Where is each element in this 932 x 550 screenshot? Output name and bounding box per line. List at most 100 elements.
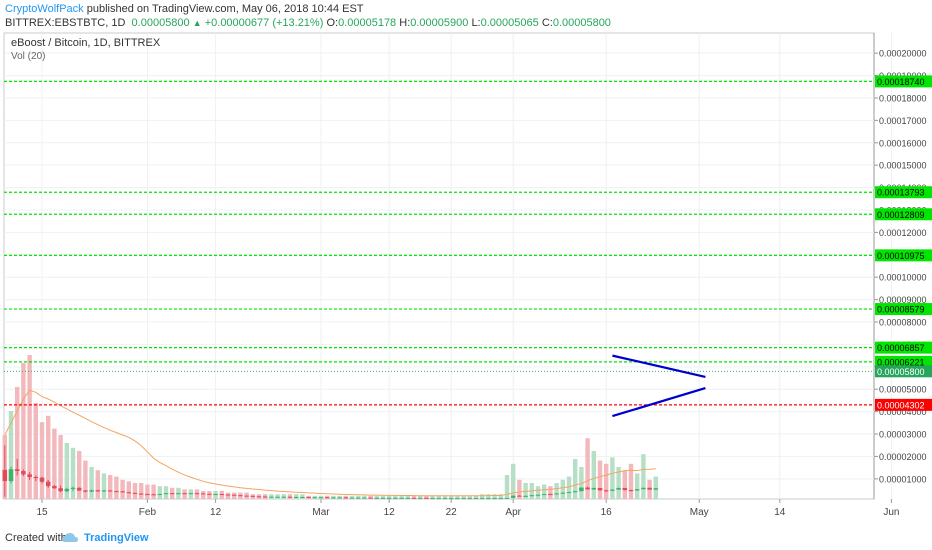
candle-body (101, 490, 107, 492)
volume-bar (616, 467, 621, 499)
candle-body (355, 497, 361, 499)
volume-bar (157, 486, 162, 499)
candle-body (64, 488, 70, 492)
candle-body (163, 493, 169, 495)
candle-body (591, 488, 597, 490)
y-tick-label: 0.00016000 (879, 138, 927, 148)
candle-body (207, 493, 212, 495)
volume-bar (473, 495, 479, 499)
open-value: 0.00005178 (338, 17, 397, 29)
candle-body (306, 496, 311, 498)
candle-body (467, 498, 473, 500)
candle-body (262, 496, 268, 498)
chart-header: CryptoWolfPack published on TradingView.… (0, 0, 932, 30)
y-tick-label: 0.00020000 (879, 49, 927, 59)
volume-bar (566, 476, 572, 499)
volume-bar (225, 492, 231, 499)
candle-body (39, 477, 45, 482)
x-tick-label: Jun (883, 507, 899, 518)
candle-body (628, 490, 634, 492)
y-tick-label: 0.00009000 (879, 295, 927, 305)
level-label-text: 0.00010975 (877, 251, 925, 261)
candle-body (89, 490, 94, 492)
x-tick-label: 22 (446, 507, 458, 518)
candle-body (479, 498, 485, 500)
volume-bar (393, 495, 398, 499)
candle-body (138, 493, 144, 495)
candle-body (337, 497, 342, 499)
last-price: 0.00005800 (131, 17, 190, 29)
volume-bar (374, 495, 379, 499)
last-price-box (875, 365, 932, 378)
candle-body (200, 493, 206, 495)
candle-body (448, 498, 454, 500)
candle-body (14, 469, 20, 471)
candle-body (560, 492, 566, 494)
volume-bar (126, 481, 131, 499)
volume-bar (504, 475, 510, 499)
volume-bar (492, 494, 497, 499)
candle-body (349, 497, 355, 499)
candle-body (616, 488, 621, 490)
price-chart[interactable]: 0.000200000.000190000.000180000.00017000… (0, 30, 932, 527)
candle-body (554, 493, 559, 495)
candle-body (368, 497, 373, 499)
volume-bar (579, 467, 584, 499)
symbol-label: BITTREX:EBSTBTC, 1D (5, 17, 126, 29)
level-label-box (875, 341, 932, 354)
low-value: 0.00005065 (480, 17, 539, 29)
chart-area[interactable]: 0.000200000.000190000.000180000.00017000… (0, 30, 932, 527)
volume-bar (430, 495, 435, 499)
chart-legend-title: eBoost / Bitcoin, 1D, BITTREX (11, 37, 161, 49)
candle-body (331, 497, 336, 499)
tradingview-cloud-icon (62, 533, 78, 542)
level-label-text: 0.00013793 (877, 188, 925, 198)
volume-bar (39, 422, 45, 499)
volume-bar (145, 484, 150, 499)
level-label-box (875, 186, 932, 199)
candle-body (597, 488, 603, 491)
candle-body (510, 495, 516, 498)
volume-bar (535, 486, 541, 499)
tradingview-brand[interactable]: TradingView (84, 532, 149, 544)
volume-bar (455, 495, 460, 499)
open-label: O: (326, 17, 339, 29)
candle-body (256, 496, 262, 498)
candle-body (45, 481, 51, 487)
triangle-lower-line (612, 387, 706, 418)
volume-bar (207, 491, 212, 499)
candle-body (535, 494, 541, 496)
volume-bar (405, 495, 410, 499)
x-tick-label: 14 (774, 507, 786, 518)
candle-body (430, 498, 435, 500)
volume-bar (442, 495, 448, 499)
author-link[interactable]: CryptoWolfPack (5, 3, 84, 15)
volume-bar (480, 494, 485, 499)
volume-bar (132, 483, 138, 499)
candle-body (498, 498, 504, 500)
volume-bar (635, 473, 640, 499)
volume-bar (89, 467, 94, 499)
level-label-box (875, 249, 932, 262)
close-value: 0.00005800 (552, 17, 611, 29)
candle-body (572, 491, 578, 493)
volume-bar (46, 415, 51, 499)
candle-body (169, 493, 175, 495)
volume-bar (498, 494, 503, 499)
candle-body (281, 496, 287, 498)
volume-bar (418, 495, 423, 499)
candle-body (523, 495, 528, 497)
candle-body (566, 492, 572, 494)
candle-body (517, 495, 522, 497)
triangle-upper-line (612, 354, 706, 378)
volume-bar (232, 492, 237, 499)
level-label-text: 0.00018740 (877, 77, 925, 87)
time-axis[interactable]: 15 Feb 12 Mar 12 22 Apr 16 May 14 Jun (36, 499, 899, 518)
candle-body (585, 487, 590, 490)
candle-body (250, 495, 256, 497)
y-tick-label: 0.00015000 (879, 161, 927, 171)
candle-body (275, 496, 280, 498)
volume-bar (585, 438, 590, 499)
volume-legend: Vol (20) (11, 51, 45, 62)
x-tick-label: 12 (384, 507, 396, 518)
